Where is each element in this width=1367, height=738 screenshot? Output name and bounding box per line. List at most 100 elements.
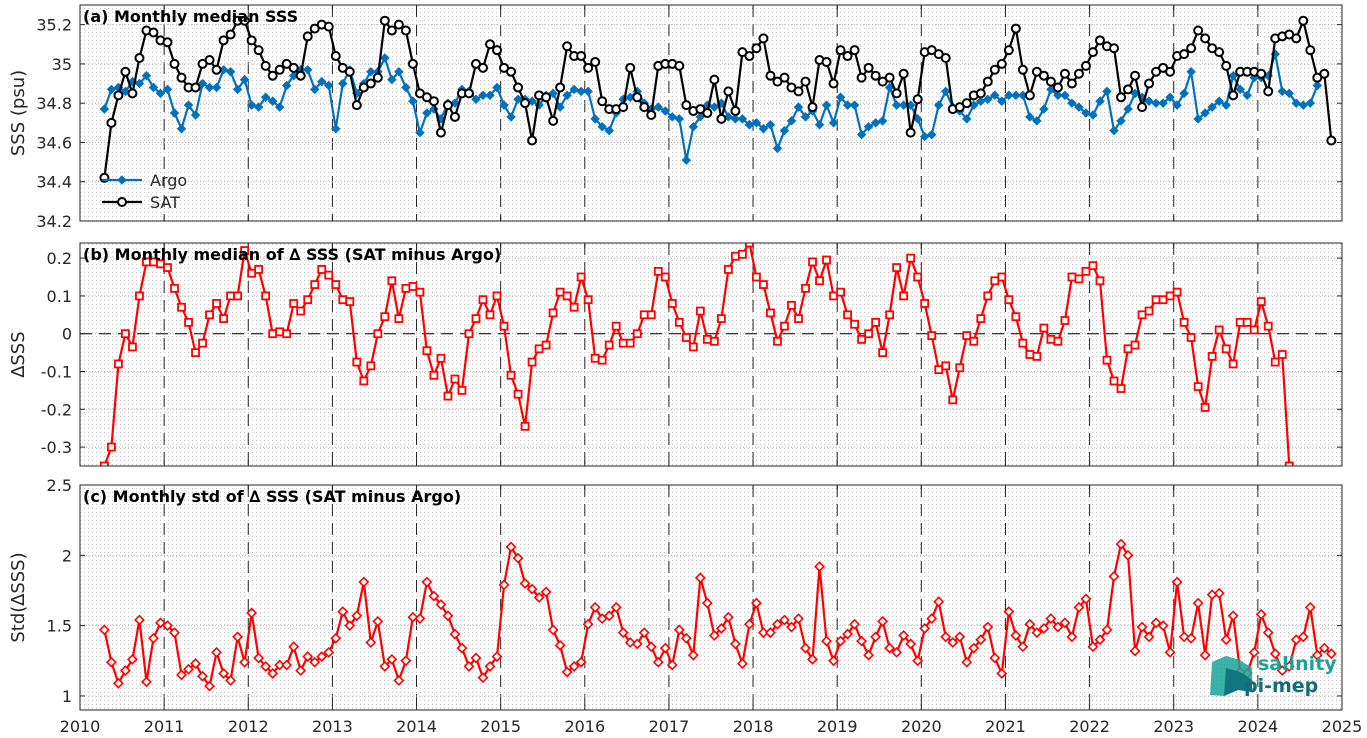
data-point [1144,78,1155,89]
data-point [1164,646,1176,658]
data-point [1010,23,1021,34]
data-point [639,102,650,113]
data-point [204,680,215,692]
data-point [520,421,530,431]
data-point [1059,617,1071,629]
data-point [1221,344,1231,354]
data-point [260,660,272,672]
data-point [408,96,418,106]
data-point [1318,642,1330,654]
data-point [1010,630,1022,641]
data-point [632,92,643,103]
data-point [666,659,678,671]
data-point [141,70,152,81]
data-point [1095,96,1105,106]
data-point [617,627,629,639]
y-tick-label: 0.2 [47,249,72,268]
data-point [267,70,278,81]
data-point [471,314,481,323]
data-point [589,601,601,613]
data-point [1130,70,1141,81]
plot-area [80,243,1342,466]
data-point [211,646,223,658]
data-point [204,54,215,65]
data-point [338,78,348,89]
data-point [176,72,187,83]
data-point [1024,90,1035,101]
data-point [169,627,180,639]
data-point [422,108,432,118]
data-point [1242,90,1252,101]
data-point [386,25,397,36]
data-point [317,265,327,274]
panel-b-delta-sss: -0.3 -0.2 -0.1 0 0.1 0.2 (b) Monthly median of… [8,242,1343,467]
data-point [926,129,937,140]
data-point [1193,114,1203,124]
data-point [485,310,495,320]
data-point [211,82,222,93]
data-point [927,331,937,341]
data-point [1221,60,1232,71]
data-point [1186,333,1196,342]
data-point [646,109,657,120]
data-point [253,102,264,112]
data-point [114,359,123,369]
data-point [751,118,762,128]
data-point [338,295,348,305]
data-point [659,642,671,654]
data-point [1038,70,1049,81]
data-point [1171,576,1183,588]
data-point [1032,351,1042,361]
data-point [780,321,789,331]
data-point [961,656,973,668]
data-point [1123,84,1134,95]
data-point [583,86,593,97]
data-point [715,623,727,634]
data-point [219,314,228,323]
data-point [134,53,145,64]
data-point [912,655,924,667]
data-point [1116,92,1127,103]
data-point [1221,100,1231,110]
data-point [1116,384,1126,393]
data-point [1157,620,1169,632]
data-point [807,102,818,113]
data-point [254,265,264,274]
data-point [674,114,685,124]
data-point [1129,645,1141,657]
data-point [555,102,565,112]
data-point [1066,631,1078,643]
data-point [148,632,159,644]
data-point [562,291,572,301]
data-point [1018,338,1028,348]
series-group [99,243,1294,466]
data-point [688,122,699,132]
data-point [1073,601,1085,613]
y-tick-label: 34.6 [36,133,72,152]
data-point [709,336,719,346]
data-point [295,665,307,677]
data-point [822,255,831,265]
data-point [337,606,349,617]
data-point [429,370,439,380]
data-point [800,642,811,654]
data-point [450,374,460,384]
data-point [415,287,425,297]
data-point [1039,323,1049,333]
data-point [120,66,131,77]
data-point [1283,660,1295,672]
data-point [281,80,292,91]
data-point [849,618,861,630]
data-point [793,613,804,625]
data-point [1290,634,1302,646]
data-point [366,361,376,371]
data-point [260,92,271,103]
data-point [688,342,698,352]
data-point [233,291,243,301]
data-point [1276,665,1288,677]
data-point [1025,112,1035,122]
data-point [1305,45,1316,56]
data-point [120,86,131,97]
data-point [1045,613,1057,625]
